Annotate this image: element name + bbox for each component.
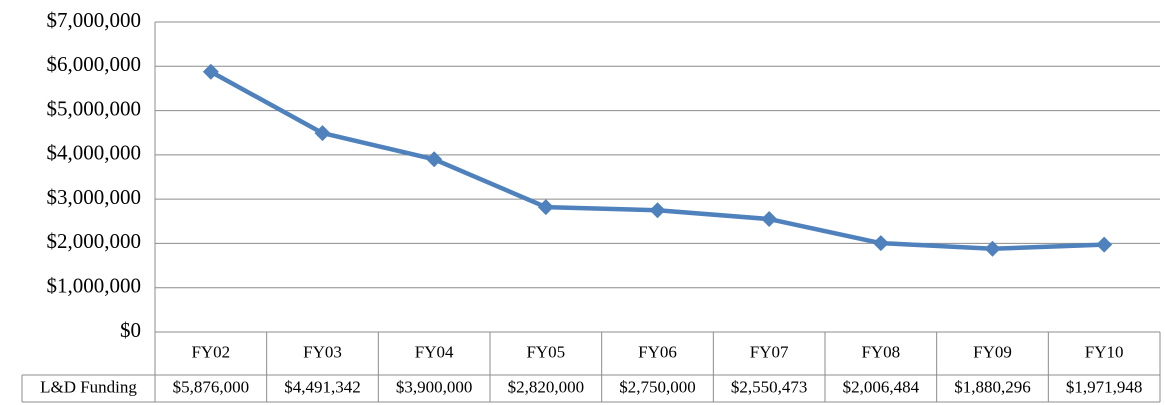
x-tick-label: FY10 (1085, 342, 1124, 361)
y-tick-label: $3,000,000 (47, 185, 142, 209)
y-tick-label: $5,000,000 (47, 96, 142, 120)
x-tick-label: FY05 (526, 342, 565, 361)
marker (649, 202, 666, 219)
table-value: $1,880,296 (954, 377, 1031, 396)
table-value: $5,876,000 (173, 377, 250, 396)
x-tick-label: FY06 (638, 342, 677, 361)
series-line (209, 69, 1105, 251)
y-tick-label: $4,000,000 (47, 141, 142, 165)
table-value: $2,820,000 (508, 377, 585, 396)
marker (984, 240, 1001, 257)
table-value: $2,006,484 (843, 377, 920, 396)
x-tick-label: FY07 (750, 342, 789, 361)
x-tick-label: FY08 (861, 342, 900, 361)
table-row-label: L&D Funding (40, 377, 137, 396)
x-tick-label: FY04 (415, 342, 454, 361)
y-tick-label: $0 (120, 318, 141, 342)
y-tick-label: $7,000,000 (47, 8, 142, 32)
table-value: $2,750,000 (619, 377, 696, 396)
table-value: $4,491,342 (284, 377, 361, 396)
table-value: $1,971,948 (1066, 377, 1143, 396)
y-tick-label: $2,000,000 (47, 229, 142, 253)
marker (426, 151, 443, 168)
marker (314, 125, 331, 142)
table-value: $2,550,473 (731, 377, 808, 396)
y-tick-label: $6,000,000 (47, 52, 142, 76)
marker (202, 63, 219, 80)
marker (872, 235, 889, 252)
x-tick-label: FY02 (191, 342, 230, 361)
x-tick-label: FY03 (303, 342, 342, 361)
marker (761, 211, 778, 228)
x-tick-label: FY09 (973, 342, 1012, 361)
y-tick-label: $1,000,000 (47, 274, 142, 298)
marker (537, 199, 554, 216)
marker (1096, 236, 1113, 253)
table-value: $3,900,000 (396, 377, 473, 396)
